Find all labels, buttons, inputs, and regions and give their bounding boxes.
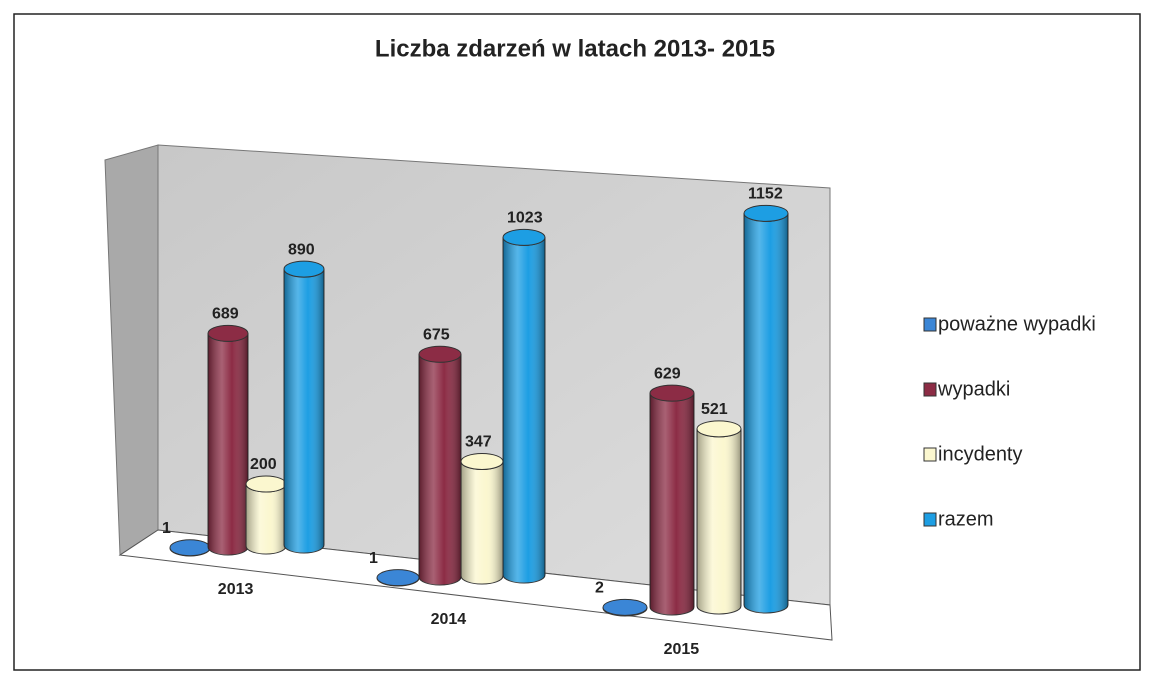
- cylinder-shade: [419, 354, 461, 585]
- value-label: 1: [369, 550, 378, 567]
- cylinder-top: [502, 228, 546, 246]
- cylinder-shade: [503, 237, 545, 583]
- cylinder-shade: [650, 393, 694, 615]
- cylinder-top: [376, 569, 420, 587]
- legend-swatch: [923, 317, 937, 332]
- value-label: 675: [423, 326, 450, 343]
- x-tick-label: 2015: [664, 641, 700, 658]
- cylinder-top: [418, 345, 462, 363]
- cylinder-top: [602, 598, 648, 616]
- cylinder-shade: [208, 333, 248, 555]
- cylinder-top: [207, 324, 249, 342]
- value-label: 1023: [507, 210, 543, 227]
- cylinder-shade: [246, 484, 286, 554]
- floor: [118, 529, 833, 641]
- cylinder-top: [169, 539, 211, 557]
- value-label: 1152: [748, 186, 783, 203]
- cylinder-shade: [744, 213, 788, 613]
- value-label: 347: [465, 434, 492, 451]
- legend-label: poważne wypadki: [938, 313, 1096, 335]
- legend-swatch: [923, 447, 937, 462]
- value-label: 689: [212, 306, 239, 323]
- value-label: 200: [250, 456, 277, 473]
- legend-label: razem: [938, 508, 994, 530]
- x-tick-label: 2013: [218, 581, 254, 598]
- value-label: 629: [654, 365, 681, 382]
- value-label: 1: [162, 520, 171, 537]
- x-tick-label: 2014: [431, 611, 467, 628]
- cylinder-top: [245, 475, 287, 493]
- cylinder-top: [283, 260, 325, 278]
- cylinder-top: [460, 452, 504, 470]
- legend-label: wypadki: [937, 378, 1010, 400]
- value-label: 890: [288, 241, 315, 258]
- legend-swatch: [923, 382, 937, 397]
- legend-label: incydenty: [938, 443, 1023, 465]
- chart-title: Liczba zdarzeń w latach 2013- 2015: [375, 35, 775, 62]
- value-label: 521: [701, 401, 728, 418]
- cylinder-shade: [461, 461, 503, 584]
- legend-swatch: [923, 512, 937, 527]
- cylinder-shade: [697, 428, 741, 614]
- cylinder-shade: [284, 269, 324, 553]
- cylinder-top: [696, 420, 742, 438]
- value-label: 2: [595, 580, 604, 597]
- cylinder-top: [743, 204, 789, 222]
- cylinder-top: [649, 384, 695, 402]
